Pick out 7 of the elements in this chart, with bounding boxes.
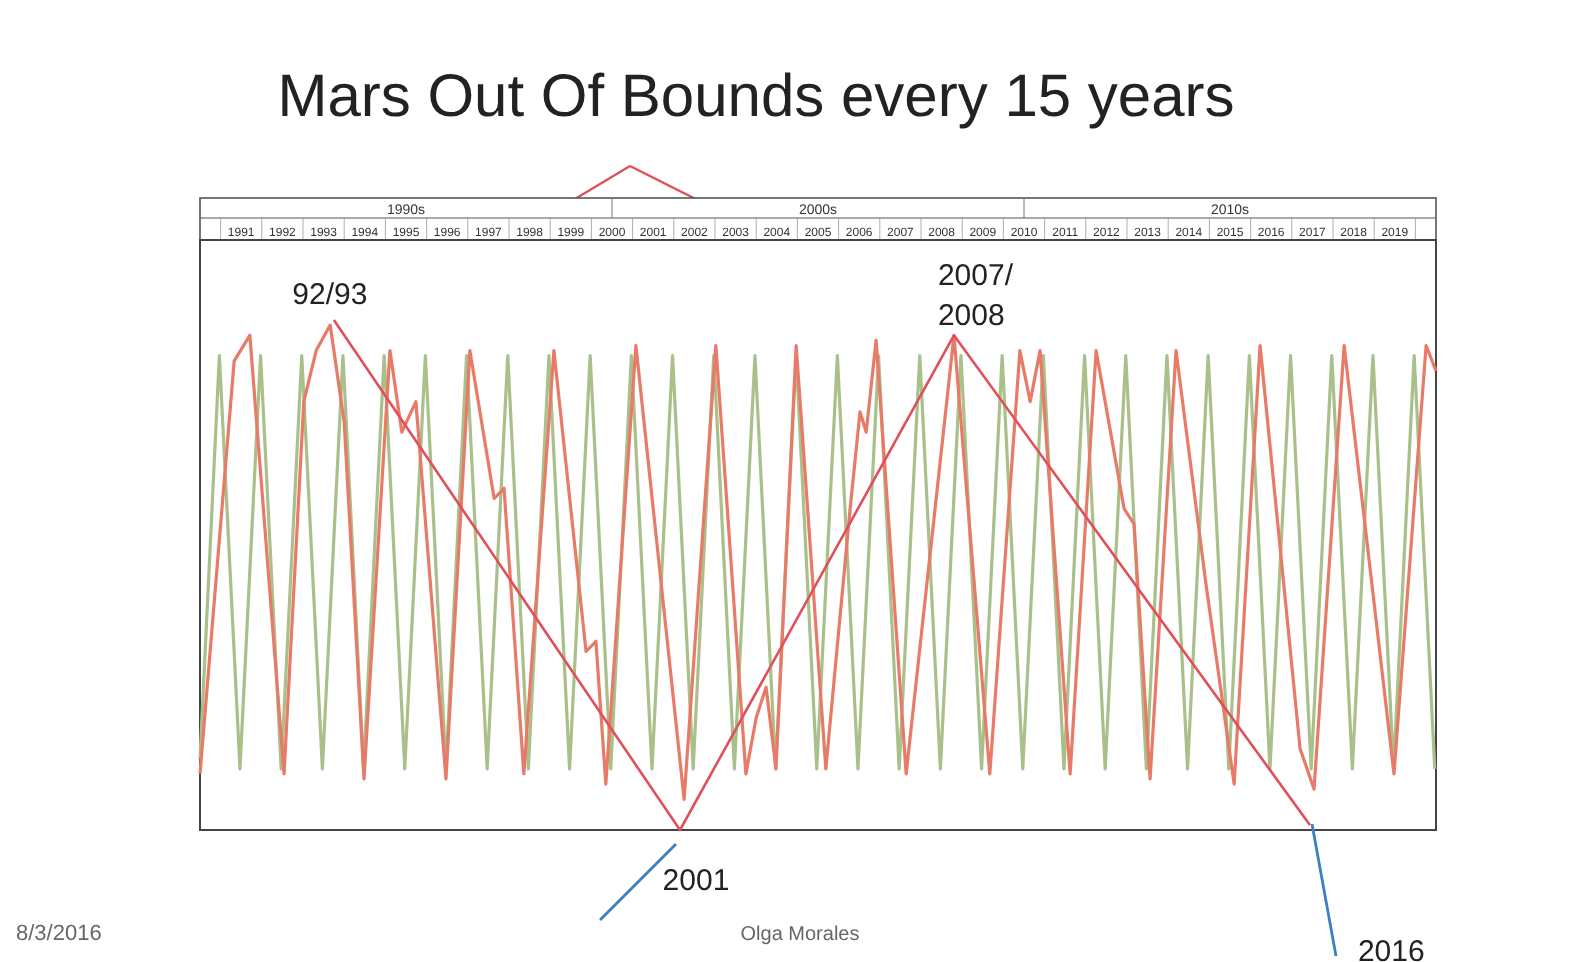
annotation: 92/93 xyxy=(292,278,368,312)
annotation: 2016 xyxy=(1357,934,1425,962)
annotation: 2001 xyxy=(662,864,730,898)
text: 8/3/2016 xyxy=(16,922,102,946)
chart-title: Mars Out Of Bounds every 15 years xyxy=(277,64,1235,130)
annotation: 2007/ 2008 xyxy=(937,259,1015,334)
text: Olga Morales xyxy=(740,924,860,946)
